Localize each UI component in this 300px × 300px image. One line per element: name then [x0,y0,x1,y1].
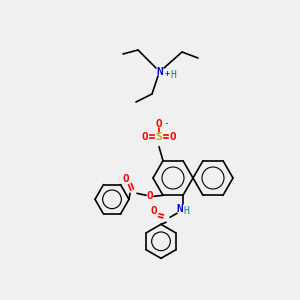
Text: O: O [151,206,158,216]
Text: O: O [142,132,148,142]
Text: S: S [156,132,162,142]
Text: O: O [147,191,153,201]
Text: N: N [157,67,164,77]
Text: O: O [123,174,129,184]
Text: H: H [183,206,189,216]
Text: O: O [169,132,176,142]
Text: H: H [170,70,176,80]
Text: -: - [163,118,169,128]
Text: N: N [177,204,183,214]
Text: +: + [164,68,169,77]
Text: O: O [156,119,162,129]
